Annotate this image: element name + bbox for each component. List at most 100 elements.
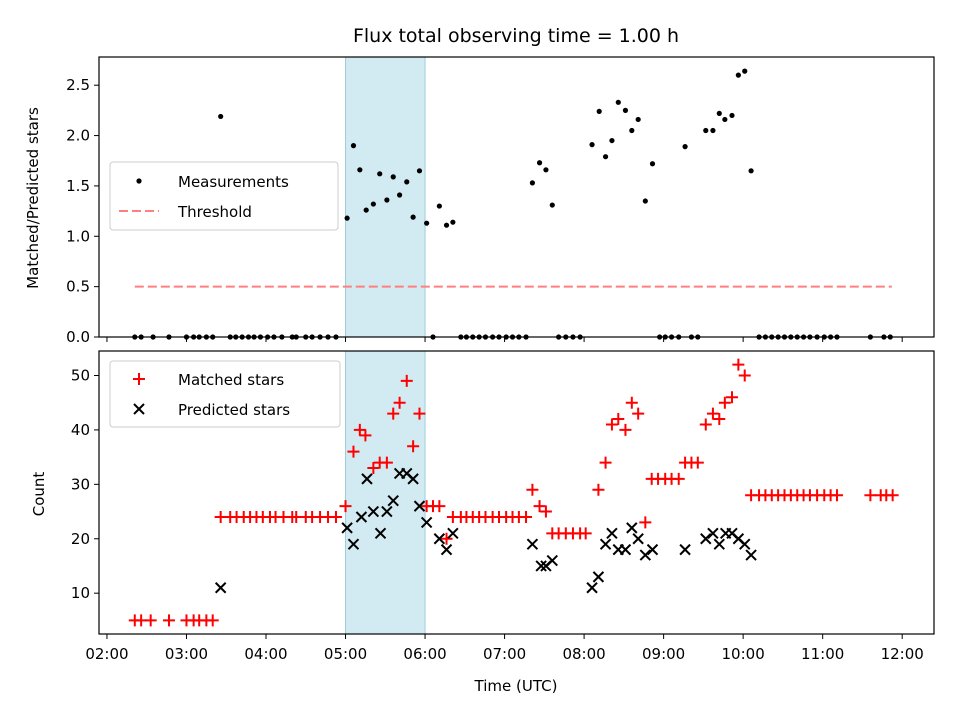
legend: Measurements Threshold <box>109 161 339 231</box>
y-tick-label: 30 <box>71 475 90 493</box>
matched-star-point <box>387 407 400 420</box>
predicted-star-point <box>619 543 632 556</box>
y-tick-label: 10 <box>71 584 90 602</box>
x-axis-label: Time (UTC) <box>474 677 558 695</box>
matched-star-point <box>605 418 618 431</box>
matched-star-point <box>400 374 413 387</box>
matched-star-point <box>691 456 704 469</box>
measurement-point <box>218 113 224 120</box>
predicted-star-point <box>407 473 419 485</box>
x-tick-label: 10:00 <box>722 645 765 663</box>
y-tick-label: 1.5 <box>66 177 90 195</box>
predicted-star-point <box>387 494 399 507</box>
measurement-point <box>748 168 754 174</box>
predicted-star-point <box>413 500 426 512</box>
y-tick-label: 0.5 <box>66 278 90 296</box>
measurement-point <box>543 167 549 173</box>
measurement-point <box>397 192 403 198</box>
measurement-point <box>729 112 735 119</box>
predicted-star-point <box>639 549 652 561</box>
predicted-star-point <box>361 473 373 485</box>
matched-stars-points <box>128 358 899 627</box>
matched-star-point <box>144 614 157 627</box>
x-ticks <box>106 337 903 342</box>
matched-star-point <box>732 358 745 371</box>
matched-star-point <box>713 413 726 426</box>
measurement-point <box>629 127 635 134</box>
predicted-star-point <box>599 538 612 550</box>
legend-label-matched: Matched stars <box>178 371 284 389</box>
matched-star-point <box>639 516 652 529</box>
predicted-star-point <box>739 538 751 550</box>
predicted-star-point <box>745 549 757 561</box>
legend-box <box>109 161 339 231</box>
measurement-point <box>350 143 357 149</box>
measurement-point <box>596 108 602 114</box>
matched-star-point <box>830 489 843 502</box>
predicted-star-point <box>420 516 433 529</box>
y-axis-label: Matched/Predicted stars <box>24 107 42 289</box>
measurement-point <box>357 167 363 173</box>
x-tick-label: 06:00 <box>403 645 446 663</box>
matched-star-point <box>599 456 612 469</box>
matched-star-point <box>619 423 632 436</box>
y-ticks: 10 20 30 40 50 <box>71 366 99 602</box>
legend-label-measurements: Measurements <box>178 173 289 191</box>
measurement-point <box>424 220 430 226</box>
matched-star-point <box>393 396 406 409</box>
x-tick-label: 05:00 <box>324 645 367 663</box>
x-tick-label: 08:00 <box>562 645 605 663</box>
y-tick-label: 50 <box>71 366 90 384</box>
matched-star-point <box>413 407 426 420</box>
y-tick-label: 20 <box>71 530 90 548</box>
y-ticks: 0.0 0.5 1.0 1.5 2.0 2.5 <box>66 76 99 346</box>
matched-star-point <box>359 429 372 442</box>
measurement-point <box>436 203 442 209</box>
measurement-point <box>609 137 615 144</box>
matched-star-point <box>520 510 533 523</box>
predicted-star-point <box>679 543 691 556</box>
measurement-point <box>735 72 741 78</box>
measurement-point <box>377 171 383 177</box>
legend: Matched stars Predicted stars <box>109 360 341 428</box>
matched-star-point <box>539 505 552 518</box>
x-tick-label: 09:00 <box>642 645 685 663</box>
measurement-point <box>410 214 416 220</box>
matched-star-point <box>625 396 638 409</box>
measurement-point <box>536 160 543 166</box>
predicted-star-point <box>433 533 446 545</box>
plot-frame <box>98 350 935 635</box>
bottom-panel: 10 20 30 40 50 02:00 03:00 04:00 05:00 06:00 07:0… <box>30 350 935 695</box>
predicted-star-point <box>526 538 539 550</box>
measurement-point <box>390 174 396 180</box>
matched-star-point <box>526 483 539 496</box>
matched-star-point <box>440 532 453 545</box>
legend-box <box>109 360 341 428</box>
predicted-star-point <box>440 543 453 556</box>
measurement-point <box>589 142 595 148</box>
x-tick-label: 12:00 <box>881 645 924 663</box>
measurement-point <box>710 127 716 134</box>
x-tick-label: 04:00 <box>244 645 287 663</box>
predicted-star-point <box>546 554 558 567</box>
predicted-star-point <box>626 522 638 534</box>
measurement-point <box>622 107 629 113</box>
y-tick-label: 2.0 <box>66 127 90 145</box>
measurement-point <box>642 198 648 204</box>
x-tick-label: 02:00 <box>85 645 128 663</box>
measurement-point <box>716 110 722 117</box>
predicted-star-point <box>381 505 393 518</box>
legend-label-threshold: Threshold <box>177 203 252 221</box>
matched-star-point <box>353 423 366 436</box>
measurement-point <box>529 180 536 186</box>
matched-star-point <box>380 456 393 469</box>
matched-star-point <box>738 369 751 382</box>
legend-label-predicted: Predicted stars <box>178 401 290 419</box>
legend-marker-predicted <box>133 403 145 415</box>
predicted-star-point <box>592 571 605 583</box>
matched-star-point <box>162 614 175 627</box>
measurement-point <box>416 168 423 174</box>
matched-star-point <box>329 510 342 523</box>
predicted-star-point <box>700 533 712 545</box>
y-tick-label: 1.0 <box>66 227 90 245</box>
